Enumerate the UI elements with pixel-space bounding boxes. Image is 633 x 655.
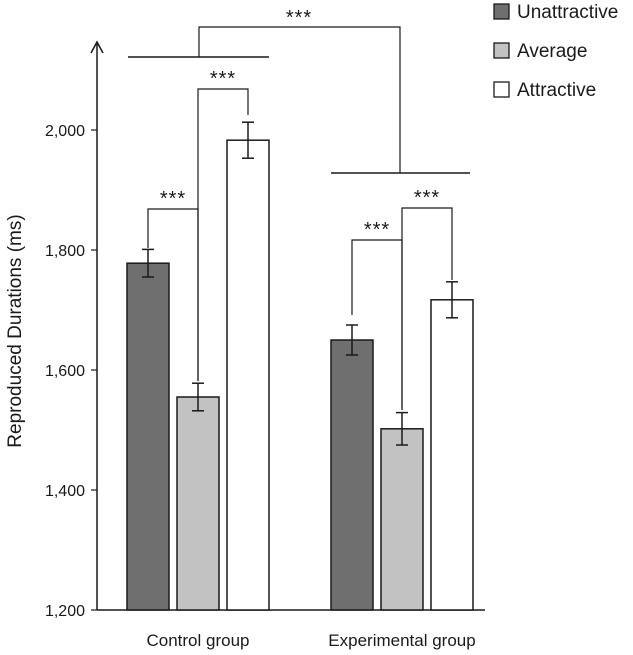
significance-label: *** (364, 219, 390, 241)
bar-average-control (176, 396, 220, 611)
bar-attractive-experimental (430, 299, 474, 611)
significance-bracket-between-groups (198, 26, 401, 173)
bar-unattractive-control (126, 262, 170, 611)
legend-label-unattractive: Unattractive (517, 2, 618, 23)
y-tick-label: 1,200 (45, 603, 85, 620)
category-labels: Control group Experimental group (146, 631, 475, 650)
bars (126, 139, 474, 611)
legend: Unattractive Average Attractive (493, 2, 618, 101)
legend-label-average: Average (517, 41, 587, 62)
significance-label: *** (210, 68, 236, 90)
significance-bracket (401, 207, 453, 410)
x-category-label: Experimental group (328, 631, 475, 650)
significance-label: *** (286, 7, 312, 29)
legend-swatch-average (493, 42, 510, 59)
y-tick-label: 1,400 (45, 483, 85, 500)
y-tick-label: 2,000 (45, 123, 85, 140)
y-ticks: 1,200 1,400 1,600 1,800 2,000 (45, 123, 97, 620)
y-axis-title: Reproduced Durations (ms) (5, 214, 26, 447)
x-category-label: Control group (146, 631, 249, 650)
bar-average-experimental (380, 428, 424, 611)
bar-unattractive-experimental (330, 339, 374, 611)
significance-label: *** (160, 188, 186, 210)
y-axis-arrow (90, 40, 104, 54)
significance-brackets: *** *** *** *** *** (128, 7, 470, 410)
legend-swatch-unattractive (493, 3, 510, 20)
y-tick-label: 1,800 (45, 243, 85, 260)
legend-swatch-attractive (493, 81, 510, 98)
error-bars (142, 121, 458, 446)
significance-label: *** (414, 187, 440, 209)
legend-label-attractive: Attractive (517, 80, 596, 101)
significance-bracket (197, 88, 249, 381)
y-tick-label: 1,600 (45, 363, 85, 380)
bar-attractive-control (226, 139, 270, 611)
